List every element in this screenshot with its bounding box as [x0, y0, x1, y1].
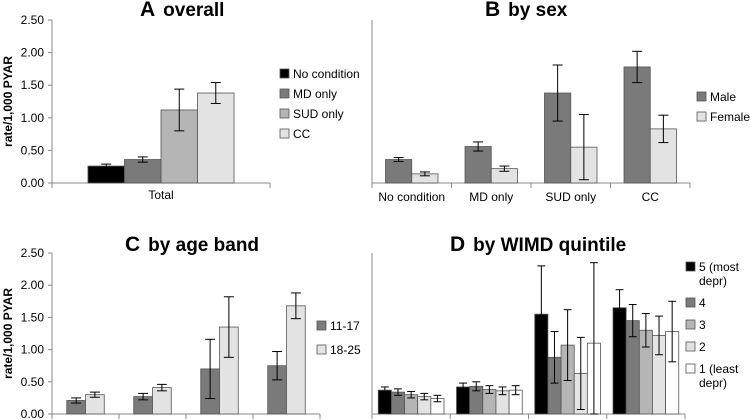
bar [87, 165, 125, 184]
legend-swatch [316, 320, 327, 331]
panel-letter: B [485, 0, 500, 21]
legend-label: MD only [293, 87, 337, 101]
y-axis-label: rate/1,000 PYAR [1, 56, 15, 147]
panel-title-text: by WIMD quintile [473, 235, 626, 256]
y-tick-label: 0.00 [21, 176, 45, 190]
x-category-label: No condition [378, 190, 445, 204]
y-tick-label: 0.50 [21, 143, 45, 157]
legend-label: 4 [699, 296, 706, 310]
legend-swatch [279, 88, 290, 99]
bar [197, 92, 235, 184]
y-tick-label: 1.00 [21, 111, 45, 125]
bar [124, 159, 162, 184]
legend-label: Male [710, 90, 736, 104]
legend-swatch [279, 108, 290, 119]
y-tick-label: 2.00 [21, 278, 45, 292]
legend-label: No condition [293, 67, 360, 81]
bar [385, 159, 413, 184]
y-tick-label: 2.50 [21, 13, 45, 27]
bar [623, 66, 651, 184]
legend-swatch [685, 363, 696, 374]
y-tick-label: 1.50 [21, 78, 45, 92]
y-tick-label: 2.00 [21, 46, 45, 60]
bar [286, 305, 306, 415]
legend-swatch [685, 261, 696, 272]
x-category-label: Total [148, 188, 173, 202]
legend-label: 2 [699, 340, 706, 354]
legend-swatch [685, 319, 696, 330]
panel-title-text: by sex [508, 0, 568, 21]
bar [160, 109, 198, 184]
legend-label: 18-25 [330, 343, 361, 357]
legend-swatch [279, 68, 290, 79]
panel-letter: D [450, 233, 465, 256]
legend-swatch [316, 344, 327, 355]
y-tick-label: 0.50 [21, 375, 45, 389]
legend-swatch [696, 91, 707, 102]
x-category-label: CC [642, 190, 660, 204]
panel-title-text: by age band [148, 235, 259, 256]
y-tick-label: 2.50 [21, 246, 45, 260]
y-tick-label: 1.50 [21, 310, 45, 324]
legend-label: Female [710, 110, 750, 124]
legend-label: 3 [699, 318, 706, 332]
panel-letter: C [125, 233, 140, 256]
legend-label: 5 (most [699, 260, 740, 274]
legend-swatch [685, 297, 696, 308]
x-category-label: MD only [469, 190, 513, 204]
legend-swatch [279, 128, 290, 139]
x-category-label: SUD only [545, 190, 596, 204]
legend-label: 1 (least [699, 362, 739, 376]
y-axis-label: rate/1,000 PYAR [1, 288, 15, 379]
bar [152, 387, 172, 415]
legend-label: SUD only [293, 107, 344, 121]
bar [464, 146, 492, 184]
y-tick-label: 0.00 [21, 407, 45, 420]
legend-label: 11-17 [330, 319, 360, 333]
legend-label-cont: depr) [699, 274, 727, 288]
panel-title-text: overall [163, 0, 224, 21]
panel-letter: A [140, 0, 155, 21]
legend-label-cont: depr) [699, 376, 727, 390]
legend-swatch [696, 111, 707, 122]
legend-swatch [685, 341, 696, 352]
y-tick-label: 1.00 [21, 343, 45, 357]
legend-label: CC [293, 127, 311, 141]
